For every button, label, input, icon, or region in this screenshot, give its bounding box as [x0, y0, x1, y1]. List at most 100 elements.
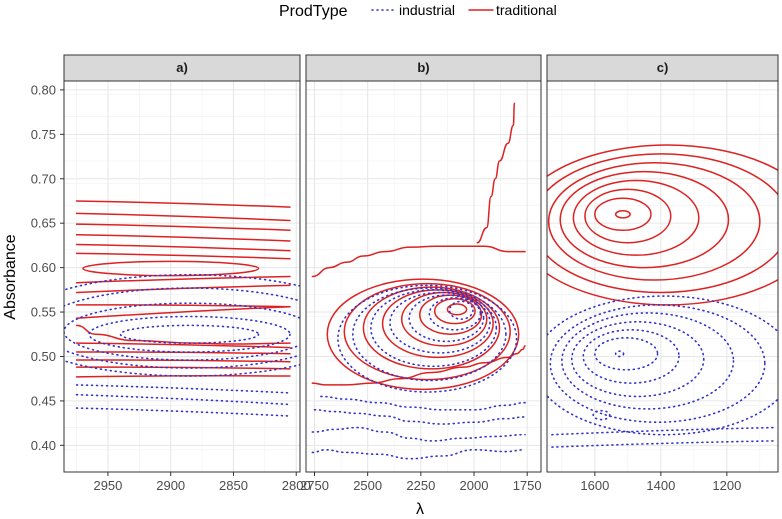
- x-tick-label: 1600: [580, 478, 609, 493]
- contour-industrial: [428, 297, 482, 331]
- facet-panels: a) 2950 2900 2850 2800 b) 2750 2500 2250 2000 1750…: [63, 54, 779, 493]
- y-tick-label: 0.65: [31, 216, 56, 231]
- x-tick-label: 1200: [712, 478, 741, 493]
- contour-traditional: [75, 305, 291, 320]
- contour-industrial: [311, 448, 526, 460]
- contour-traditional: [75, 223, 291, 232]
- contour-traditional: [547, 153, 778, 294]
- contour-industrial: [64, 273, 300, 377]
- x-tick-label: 2900: [156, 478, 185, 493]
- legend-label-traditional: traditional: [496, 2, 557, 18]
- contour-traditional: [547, 144, 778, 306]
- panel-border: [546, 80, 779, 473]
- contour-traditional: [311, 245, 526, 278]
- x-tick-label: 2800: [282, 478, 311, 493]
- contour-industrial: [551, 426, 774, 436]
- panel-title: a): [176, 60, 188, 75]
- contour-industrial: [592, 409, 611, 421]
- contour-traditional: [75, 212, 291, 222]
- panel-contours: [311, 102, 526, 460]
- panel-title: c): [657, 60, 669, 75]
- contour-industrial: [370, 289, 498, 368]
- contour-traditional: [75, 304, 291, 308]
- x-tick-label: 2950: [93, 478, 122, 493]
- contour-industrial: [75, 407, 291, 417]
- legend-title: ProdType: [279, 3, 348, 20]
- contour-traditional: [572, 179, 700, 256]
- contour-traditional: [75, 243, 291, 252]
- contour-industrial: [320, 395, 526, 411]
- legend-label-industrial: industrial: [399, 2, 455, 18]
- contour-industrial: [594, 337, 659, 371]
- contour-industrial: [75, 384, 291, 394]
- y-tick-label: 0.40: [31, 438, 56, 453]
- x-tick-label: 2500: [353, 478, 382, 493]
- contour-traditional: [594, 197, 652, 232]
- panel-grid: [547, 81, 778, 472]
- contour-industrial: [582, 329, 680, 384]
- contour-industrial: [551, 440, 774, 448]
- panel-border: [305, 80, 542, 473]
- contour-traditional: [75, 366, 291, 370]
- contour-industrial: [389, 291, 491, 354]
- panel-title: b): [417, 60, 429, 75]
- contour-traditional: [419, 294, 483, 336]
- panel-contours: [547, 144, 778, 448]
- y-axis-title: Absorbance: [2, 234, 19, 319]
- contour-traditional: [75, 375, 291, 378]
- series-industrial: [311, 284, 526, 460]
- panel-strip: [546, 54, 779, 82]
- x-tick-label: 2850: [219, 478, 248, 493]
- contour-traditional: [547, 162, 761, 281]
- x-tick-label: 2000: [460, 478, 489, 493]
- panel-1: a) 2950 2900 2850 2800: [63, 54, 311, 493]
- contour-industrial: [448, 300, 474, 320]
- panel-contours: [64, 200, 300, 417]
- contour-industrial: [88, 315, 291, 353]
- series-industrial: [547, 295, 778, 448]
- contour-traditional: [75, 252, 291, 260]
- contour-industrial: [549, 304, 766, 424]
- contour-traditional: [446, 303, 468, 316]
- contour-traditional: [362, 286, 501, 370]
- contour-industrial: [408, 294, 485, 343]
- contour-traditional: [559, 170, 730, 269]
- contour-traditional: [326, 278, 520, 391]
- contour-industrial: [547, 295, 778, 436]
- panel-border: [63, 80, 301, 473]
- contour-industrial: [337, 284, 518, 393]
- contour-industrial: [570, 321, 705, 398]
- contour-industrial: [561, 312, 735, 410]
- legend: ProdType industrial traditional: [279, 2, 557, 20]
- contour-traditional: [476, 102, 516, 244]
- contour-traditional: [584, 188, 672, 244]
- contour-traditional: [433, 297, 476, 325]
- contour-industrial: [75, 393, 291, 406]
- y-tick-label: 0.80: [31, 82, 56, 97]
- y-tick-label: 0.50: [31, 349, 56, 364]
- contour-traditional: [75, 275, 291, 284]
- panel-2: b) 2750 2500 2250 2000 1750: [300, 54, 542, 493]
- x-tick-label: 2250: [406, 478, 435, 493]
- series-traditional: [547, 144, 778, 306]
- y-tick-label: 0.45: [31, 393, 56, 408]
- panel-3: c) 1600 1400 1200: [546, 54, 779, 493]
- contour-industrial: [614, 350, 625, 358]
- y-tick-label: 0.55: [31, 305, 56, 320]
- x-tick-label: 1750: [513, 478, 542, 493]
- contour-industrial: [119, 324, 260, 344]
- y-tick-label: 0.60: [31, 260, 56, 275]
- x-tick-label: 1400: [646, 478, 675, 493]
- contour-traditional: [343, 282, 511, 381]
- contour-traditional: [614, 209, 631, 219]
- contour-traditional: [311, 345, 526, 386]
- panel-strip: [63, 54, 301, 82]
- panel-background: [547, 81, 778, 472]
- contour-industrial: [311, 426, 526, 442]
- panel-strip: [305, 54, 542, 82]
- panel-background: [306, 81, 541, 472]
- y-tick-label: 0.75: [31, 127, 56, 142]
- x-tick-label: 2750: [300, 478, 329, 493]
- y-tick-label: 0.70: [31, 171, 56, 186]
